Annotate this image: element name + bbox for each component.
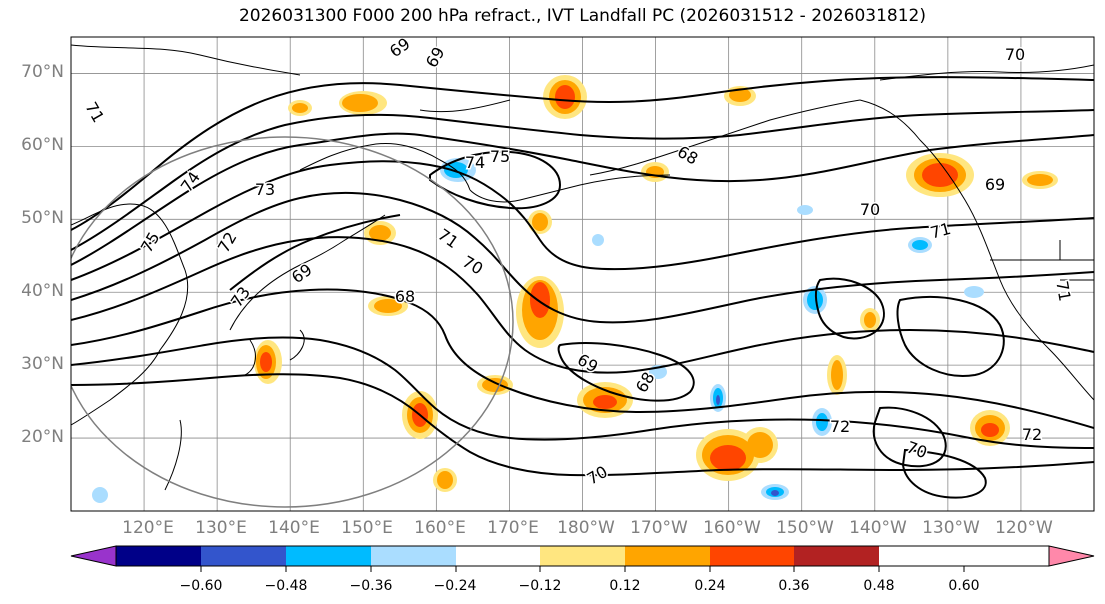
lon-label: 180°W: [557, 518, 615, 538]
contour-label: 70: [1005, 45, 1025, 64]
contour-label: 75: [490, 147, 510, 166]
colorbar-segment: [286, 546, 371, 566]
colorbar-right-arrow: [1048, 545, 1095, 567]
region-circle: [71, 136, 514, 508]
lon-label: 120°E: [122, 518, 174, 538]
lon-label: 120°W: [995, 518, 1053, 538]
contour-label: 72: [830, 417, 850, 436]
colorbar-segment: [371, 546, 456, 566]
lon-label: 150°W: [776, 518, 834, 538]
colorbar-segment: [540, 546, 625, 566]
contour-label: 69: [985, 175, 1005, 194]
lon-label: 170°W: [630, 518, 688, 538]
lon-label: 130°E: [195, 518, 247, 538]
lon-label: 140°W: [849, 518, 907, 538]
lat-label: 60°N: [21, 135, 64, 155]
lat-label: 30°N: [21, 354, 64, 374]
coastlines: [71, 44, 1094, 491]
contour-label: 74: [465, 153, 485, 172]
contour-label: 70: [860, 200, 880, 219]
colorbar-tick-label: 0.36: [778, 578, 810, 594]
colorbar-segment: [201, 546, 286, 566]
colorbar-segment: [710, 546, 794, 566]
map-title: 2026031300 F000 200 hPa refract., IVT La…: [238, 6, 926, 26]
colorbar-tick-label: 0.24: [694, 578, 726, 594]
colorbar-tick-label: −0.12: [518, 578, 562, 594]
colorbar: [70, 545, 1095, 572]
colorbar-segment: [116, 546, 201, 566]
lon-label: 150°E: [341, 518, 393, 538]
colorbar-tick-label: 0.12: [609, 578, 641, 594]
lat-label: 70°N: [21, 62, 64, 82]
refractivity-contours: [71, 76, 1094, 499]
plot-frame: [70, 36, 1095, 512]
lon-label: 160°W: [703, 518, 761, 538]
colorbar-segment: [625, 546, 710, 566]
lat-label: 20°N: [21, 427, 64, 447]
colorbar-tick-label: −0.60: [179, 578, 223, 594]
lat-label: 40°N: [21, 281, 64, 301]
colorbar-tick-label: −0.36: [349, 578, 393, 594]
lat-label: 50°N: [21, 208, 64, 228]
colorbar-tick-label: 0.48: [863, 578, 895, 594]
colorbar-tick-label: −0.24: [433, 578, 477, 594]
colorbar-tick-label: −0.48: [264, 578, 308, 594]
lon-label: 160°E: [414, 518, 466, 538]
contour-label: 72: [1022, 425, 1042, 444]
colorbar-left-arrow: [70, 545, 117, 567]
lon-label: 140°E: [268, 518, 320, 538]
contour-label: 73: [255, 180, 275, 199]
contour-label: 68: [395, 287, 415, 306]
colorbar-segment: [456, 546, 540, 566]
lon-label: 170°E: [487, 518, 539, 538]
contour-label: 71: [1052, 279, 1074, 302]
colorbar-segment: [794, 546, 879, 566]
colorbar-tick-label: 0.60: [948, 578, 980, 594]
lon-label: 130°W: [922, 518, 980, 538]
